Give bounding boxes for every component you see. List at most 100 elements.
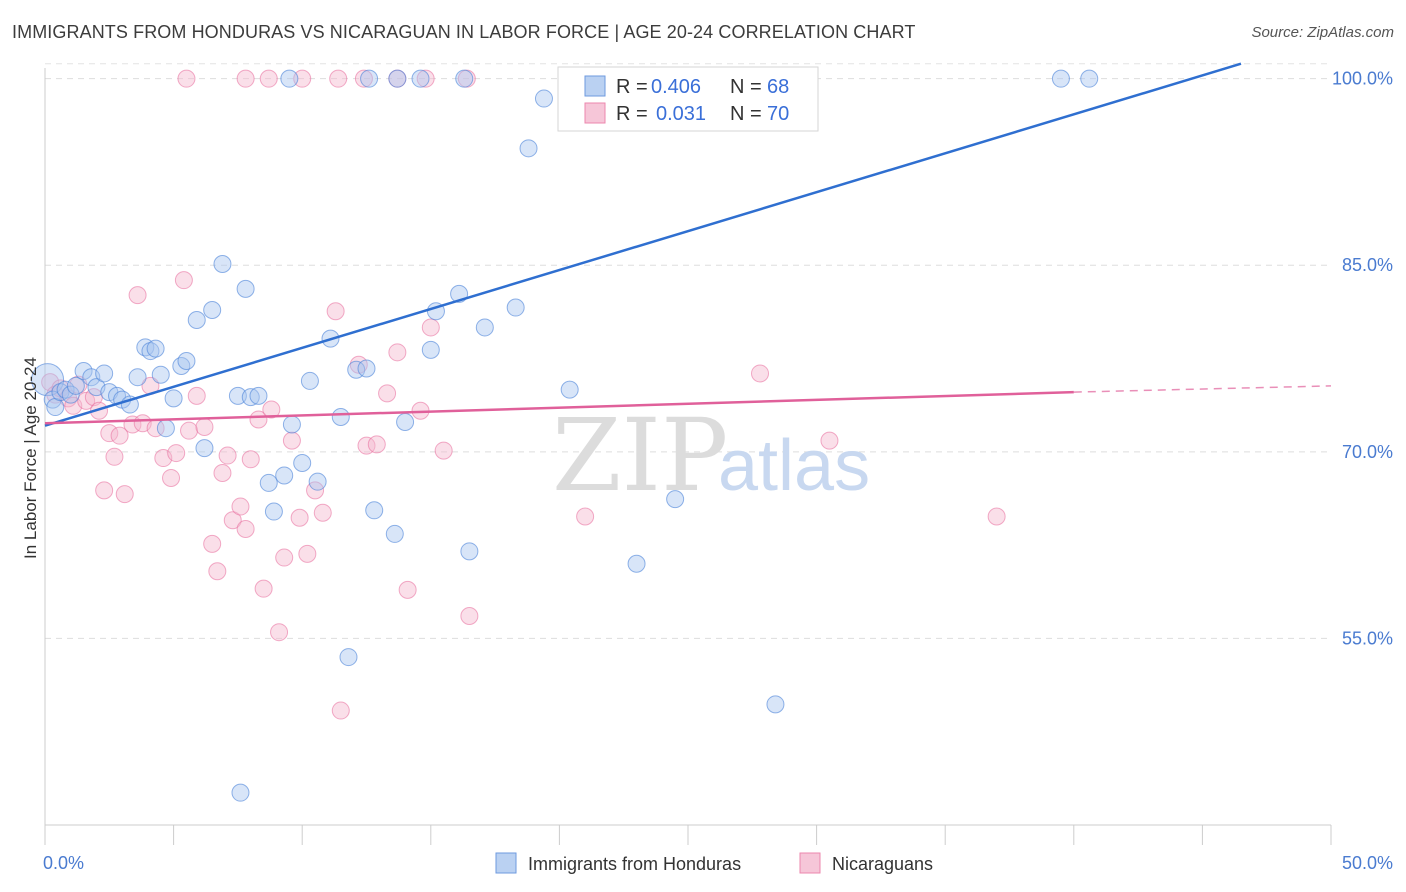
point-nicaraguans-64 (329, 69, 348, 88)
point-nicaraguans-10 (100, 424, 119, 443)
trend-lines (44, 62, 1332, 427)
point-honduras-26 (203, 301, 222, 320)
point-honduras-64 (455, 69, 474, 88)
trend-line-nicaraguans (44, 390, 1074, 425)
point-honduras-2 (46, 398, 65, 417)
bottom-legend-label-nicaraguans: Nicaraguans (832, 854, 933, 874)
point-honduras-66 (1051, 69, 1070, 88)
trend-line-honduras (44, 62, 1242, 427)
point-honduras-25 (195, 439, 214, 458)
point-honduras-61 (360, 69, 379, 88)
point-nicaraguans-63 (293, 69, 312, 88)
watermark-atlas: atlas (718, 426, 870, 506)
watermark: ZIP atlas (552, 397, 870, 514)
point-nicaraguans-22 (174, 271, 193, 290)
point-honduras-40 (331, 408, 350, 426)
y-tick-label-3: 100.0% (1332, 69, 1393, 89)
point-honduras-58 (766, 695, 785, 714)
point-nicaraguans-37 (270, 623, 289, 642)
legend-n-value-2: 70 (767, 103, 789, 125)
point-honduras-43 (357, 359, 376, 378)
point-honduras-55 (560, 380, 579, 399)
point-nicaraguans-13 (115, 485, 134, 504)
point-honduras-34 (275, 466, 294, 485)
point-nicaraguans-60 (177, 69, 196, 88)
axes (44, 68, 1332, 845)
point-honduras-10 (95, 364, 114, 383)
point-honduras-45 (385, 524, 404, 543)
legend-r-label-1: R = (616, 76, 648, 98)
point-honduras-18 (146, 339, 165, 358)
chart-source: Source: ZipAtlas.com (1251, 24, 1394, 41)
point-honduras-59 (231, 783, 250, 802)
point-honduras-47 (421, 340, 440, 359)
point-nicaraguans-32 (236, 519, 255, 538)
point-honduras-21 (164, 389, 183, 408)
point-honduras-41 (339, 648, 358, 667)
legend-swatch-blue (584, 75, 606, 97)
y-tick-label-0: 55.0% (1342, 628, 1393, 648)
point-nicaraguans-20 (162, 468, 181, 487)
point-honduras-20 (156, 419, 175, 438)
legend-n-value-1: 68 (767, 76, 789, 98)
bottom-legend-label-honduras: Immigrants from Honduras (528, 854, 741, 874)
point-honduras-52 (506, 298, 525, 317)
point-nicaraguans-67 (416, 69, 435, 88)
point-honduras-32 (259, 473, 278, 492)
point-honduras-54 (534, 89, 553, 108)
point-nicaraguans-9 (95, 481, 114, 500)
point-honduras-27 (213, 255, 232, 273)
point-nicaraguans-51 (398, 580, 417, 599)
point-nicaraguans-54 (434, 441, 453, 460)
point-nicaraguans-33 (241, 450, 260, 469)
point-honduras-22 (172, 357, 191, 375)
point-nicaraguans-43 (313, 503, 332, 522)
point-honduras-60 (280, 69, 299, 88)
trend-line-nicaraguans-extension (1073, 385, 1332, 393)
point-honduras-6 (66, 376, 85, 395)
point-nicaraguans-11 (105, 447, 124, 466)
point-honduras-24 (187, 310, 206, 329)
point-nicaraguans-35 (254, 579, 273, 598)
point-honduras-19 (151, 365, 170, 384)
point-nicaraguans-23 (180, 421, 199, 440)
point-nicaraguans-30 (223, 511, 242, 530)
y-tick-labels: 55.0% 70.0% 85.0% 100.0% (1332, 69, 1393, 649)
point-honduras-57 (666, 490, 685, 509)
point-nicaraguans-59 (987, 507, 1006, 526)
grid-lines (45, 63, 1331, 639)
point-honduras-53 (519, 139, 538, 158)
point-nicaraguans-29 (218, 446, 237, 465)
point-honduras-67 (1080, 69, 1099, 88)
y-axis-label: In Labor Force | Age 20-24 (21, 357, 40, 559)
bottom-legend-swatch-blue (495, 852, 517, 874)
point-honduras-56 (627, 554, 646, 573)
x-tick-label-0: 0.0% (43, 853, 84, 873)
point-honduras-15 (128, 368, 147, 387)
point-nicaraguans-50 (388, 343, 407, 362)
point-nicaraguans-40 (290, 508, 309, 527)
series-nicaraguans (41, 69, 1006, 720)
point-nicaraguans-56 (576, 507, 595, 526)
point-honduras-29 (236, 279, 255, 298)
point-nicaraguans-49 (378, 384, 397, 403)
point-nicaraguans-48 (367, 435, 386, 454)
point-nicaraguans-53 (421, 318, 440, 337)
point-nicaraguans-26 (203, 534, 222, 553)
chart-title: IMMIGRANTS FROM HONDURAS VS NICARAGUAN I… (12, 22, 916, 42)
point-honduras-23 (177, 352, 196, 371)
point-nicaraguans-39 (282, 431, 301, 450)
point-honduras-35 (282, 415, 301, 434)
point-honduras-5 (61, 385, 80, 404)
point-nicaraguans-25 (195, 417, 214, 436)
point-honduras-17 (141, 342, 160, 361)
point-honduras-4 (56, 380, 75, 399)
point-honduras-31 (249, 386, 268, 405)
legend-r-value-2: 0.031 (656, 103, 706, 125)
x-tick-labels: 0.0% 50.0% (43, 853, 1393, 873)
point-nicaraguans-28 (213, 463, 232, 482)
point-honduras-46 (396, 412, 415, 431)
point-nicaraguans-36 (262, 400, 281, 419)
legend-n-label-1: N = (730, 76, 762, 98)
